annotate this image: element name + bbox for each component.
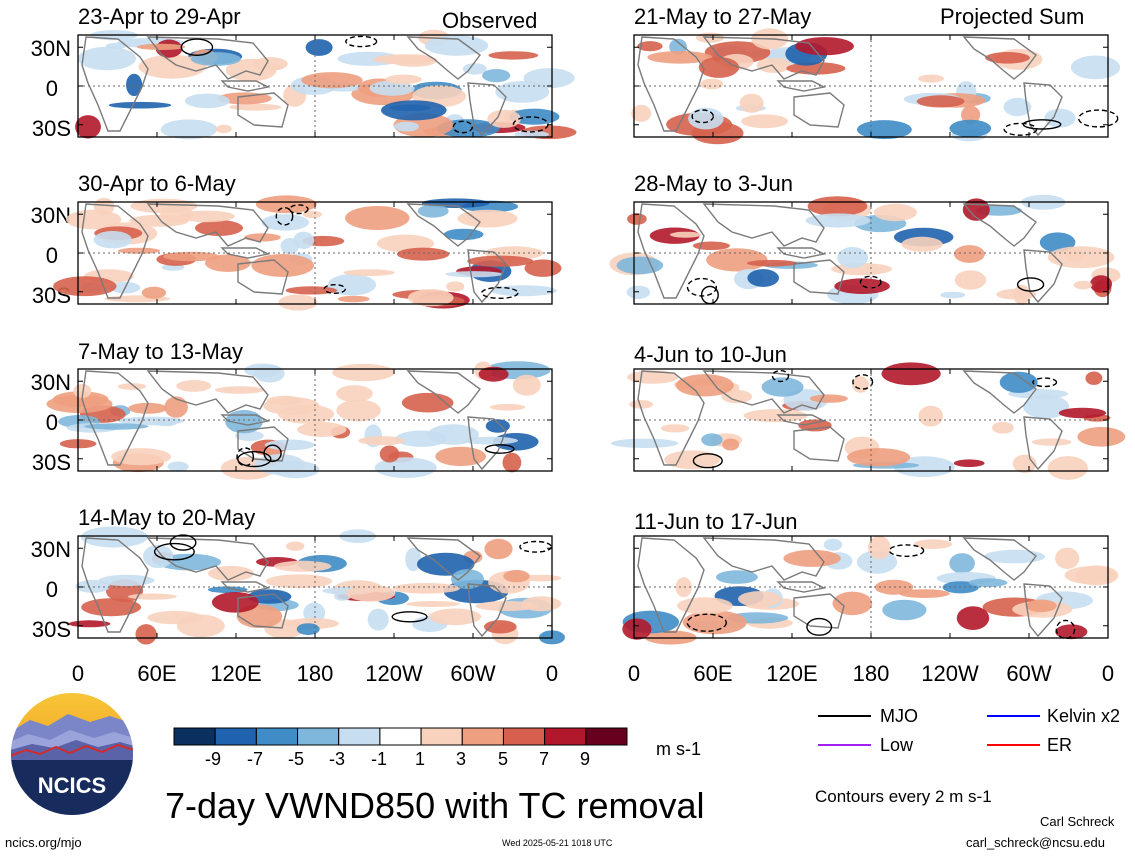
map-panel	[53, 195, 562, 311]
map-panel	[68, 526, 565, 645]
xtick-right-0b: 0	[1101, 661, 1115, 686]
xtick-left-60w: 60W	[450, 661, 496, 686]
colorbar-label: 7	[538, 749, 549, 769]
colorbar-box	[544, 727, 587, 746]
colorbar-box	[255, 727, 299, 746]
colorbar-label: 3	[455, 749, 466, 769]
ncics-logo: NCICS	[11, 693, 133, 815]
xtick-right-180: 180	[852, 661, 890, 686]
map-panel	[631, 28, 1121, 145]
colorbar-label: 1	[414, 749, 425, 769]
colorbar-label: -7	[246, 749, 263, 769]
map-panel	[622, 535, 1119, 645]
contour-note: Contours every 2 m s-1	[815, 787, 992, 806]
legend-lines-left	[818, 715, 871, 746]
ytick-30s: 30S	[31, 450, 71, 475]
map-panel	[609, 194, 1121, 305]
xtick-left-60e: 60E	[137, 661, 177, 686]
legend-low-label: Low	[880, 735, 914, 755]
colorbar-label: -3	[328, 749, 345, 769]
footer-email: carl_schreck@ncsu.edu	[966, 835, 1105, 850]
legend-mjo-label: MJO	[880, 706, 918, 726]
xtick-left-120w: 120W	[365, 661, 423, 686]
xtick-right-60w: 60W	[1006, 661, 1052, 686]
xtick-right-120w: 120W	[921, 661, 979, 686]
panel-title-8: 11-Jun to 17-Jun	[634, 509, 798, 534]
legend-kelvin-label: Kelvin x2	[1047, 706, 1121, 726]
colorbar-box	[173, 727, 216, 746]
panel-title-4: 14-May to 20-May	[78, 505, 256, 530]
colorbar-label: 9	[579, 749, 590, 769]
colorbar-box	[297, 727, 340, 746]
observed-label: Observed	[442, 8, 538, 33]
xtick-left-120e: 120E	[210, 661, 262, 686]
ytick-0: 0	[45, 76, 58, 101]
ytick-0: 0	[45, 410, 58, 435]
map-panel	[75, 29, 577, 140]
panel-title-3: 7-May to 13-May	[78, 339, 244, 364]
colorbar-label: -5	[287, 749, 304, 769]
ytick-30s: 30S	[31, 116, 71, 141]
ytick-30n: 30N	[30, 537, 71, 562]
colorbar-box	[502, 727, 546, 746]
xtick-left-180: 180	[296, 661, 334, 686]
colorbar-box	[420, 727, 463, 746]
legend-er-label: ER	[1047, 735, 1073, 755]
panel-title-2: 30-Apr to 6-May	[78, 171, 236, 196]
logo-text: NCICS	[38, 773, 106, 798]
colorbar-units: m s-1	[656, 739, 701, 759]
ytick-30n: 30N	[30, 203, 71, 228]
map-panel	[46, 361, 553, 480]
colorbar-box	[379, 727, 422, 746]
colorbar-box	[461, 727, 504, 746]
panel-title-1: 23-Apr to 29-Apr	[78, 4, 241, 29]
colorbar-label: 5	[497, 749, 508, 769]
panel-title-7: 4-Jun to 10-Jun	[634, 342, 787, 367]
ytick-0: 0	[45, 243, 58, 268]
panel-title-5: 21-May to 27-May	[634, 4, 812, 29]
xtick-left-0b: 0	[545, 661, 559, 686]
panel-title-6: 28-May to 3-Jun	[634, 171, 793, 196]
map-panel	[611, 362, 1126, 480]
xtick-left-0: 0	[71, 661, 85, 686]
footer-timestamp: Wed 2025-05-21 1018 UTC	[502, 838, 613, 848]
colorbar-box	[214, 727, 257, 746]
xtick-right-0: 0	[627, 661, 641, 686]
footer-author: Carl Schreck	[1040, 814, 1115, 829]
colorbar-label: -9	[204, 749, 221, 769]
main-title: 7-day VWND850 with TC removal	[165, 785, 705, 826]
projected-sum-label: Projected Sum	[940, 4, 1085, 29]
colorbar-box	[585, 727, 628, 746]
ytick-30n: 30N	[30, 370, 71, 395]
colorbar-label: -1	[370, 749, 387, 769]
colorbar	[173, 727, 628, 746]
legend-lines-right	[987, 715, 1040, 746]
xtick-right-120e: 120E	[766, 661, 818, 686]
footer-url: ncics.org/mjo	[5, 835, 82, 850]
ytick-30n: 30N	[30, 36, 71, 61]
ytick-0: 0	[45, 577, 58, 602]
xtick-right-60e: 60E	[693, 661, 733, 686]
ytick-30s: 30S	[31, 617, 71, 642]
colorbar-box	[338, 727, 381, 746]
